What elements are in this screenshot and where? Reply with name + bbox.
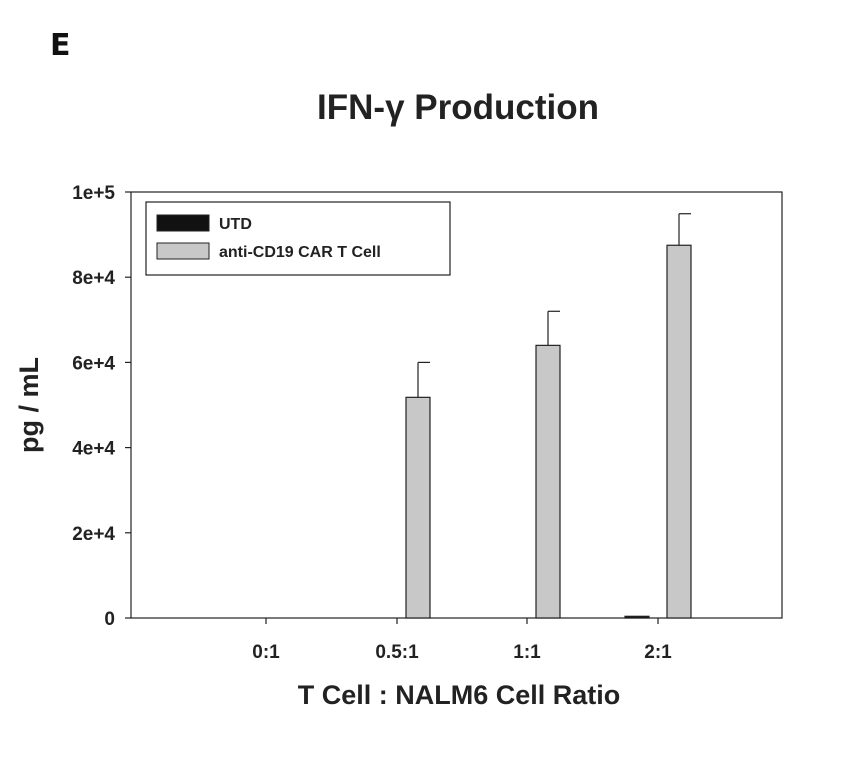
y-tick-label: 0 [104,609,115,630]
x-tick-label: 0:1 [252,642,280,663]
y-tick-label: 4e+4 [72,439,115,460]
bar [535,344,561,619]
y-tick-label: 6e+4 [72,353,115,374]
x-tick-label: 1:1 [513,642,541,663]
bar [624,615,650,619]
bar [666,244,692,619]
chart-title: IFN-γ Production [317,88,599,127]
legend-label: UTD [219,216,252,233]
legend-label: anti-CD19 CAR T Cell [219,244,381,261]
x-axis: 0:1 0.5:1 1:1 2:1 [252,618,672,663]
x-tick-label: 0.5:1 [375,642,419,663]
plot-frame [130,191,783,619]
y-tick-label: 2e+4 [72,524,115,545]
plot-area [130,191,783,619]
legend: UTD anti-CD19 CAR T Cell [145,201,451,276]
legend-box [145,201,451,276]
x-axis-label: T Cell : NALM6 Cell Ratio [298,680,621,710]
panel-label: E [50,28,71,63]
y-tick-label: 8e+4 [72,268,115,289]
x-tick-label: 2:1 [644,642,672,663]
bars-group [405,213,692,619]
legend-swatch [156,214,210,232]
y-tick-label: 1e+5 [72,183,115,204]
y-axis: 0 2e+4 4e+4 6e+4 8e+4 1e+5 [72,183,131,630]
bar [405,396,431,619]
legend-swatch [156,242,210,260]
y-axis-label: pg / mL [14,357,44,453]
